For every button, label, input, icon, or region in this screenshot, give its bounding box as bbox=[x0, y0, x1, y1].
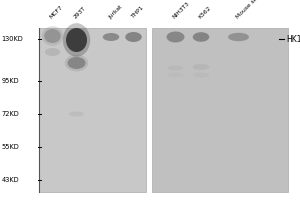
Text: Mouse skeletal muscle: Mouse skeletal muscle bbox=[235, 0, 287, 20]
Ellipse shape bbox=[167, 31, 184, 43]
Ellipse shape bbox=[193, 32, 209, 42]
Ellipse shape bbox=[45, 48, 60, 56]
Ellipse shape bbox=[167, 73, 184, 77]
Text: 293T: 293T bbox=[73, 6, 87, 20]
Text: 95KD: 95KD bbox=[2, 78, 19, 84]
Text: Jurkat: Jurkat bbox=[107, 4, 123, 20]
Ellipse shape bbox=[42, 26, 63, 46]
Ellipse shape bbox=[44, 29, 61, 43]
Ellipse shape bbox=[167, 66, 184, 71]
Text: 55KD: 55KD bbox=[2, 144, 19, 150]
Ellipse shape bbox=[69, 112, 84, 116]
Ellipse shape bbox=[228, 33, 249, 41]
Ellipse shape bbox=[66, 28, 87, 52]
Text: NIH3T3: NIH3T3 bbox=[172, 1, 191, 20]
Ellipse shape bbox=[68, 57, 85, 69]
Text: THP1: THP1 bbox=[130, 5, 145, 20]
Ellipse shape bbox=[63, 23, 90, 57]
Ellipse shape bbox=[193, 72, 209, 77]
Text: 43KD: 43KD bbox=[2, 177, 19, 183]
Bar bbox=[152, 28, 288, 192]
Ellipse shape bbox=[125, 32, 142, 42]
Ellipse shape bbox=[65, 55, 88, 71]
Ellipse shape bbox=[103, 33, 119, 41]
Text: HK1: HK1 bbox=[286, 34, 300, 44]
Text: K562: K562 bbox=[197, 6, 212, 20]
Text: 130KD: 130KD bbox=[2, 36, 23, 42]
Text: MCF7: MCF7 bbox=[49, 5, 64, 20]
Text: 72KD: 72KD bbox=[2, 111, 19, 117]
Bar bbox=[39, 28, 146, 192]
Ellipse shape bbox=[193, 64, 209, 70]
